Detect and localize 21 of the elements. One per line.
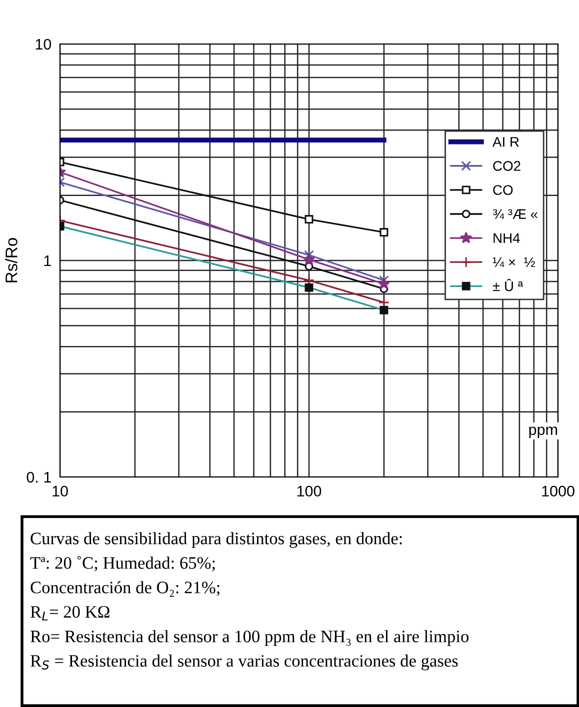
text: Tª: 20 ˚C; Humedad: 65%; (30, 556, 215, 572)
y-tick-label: 0. 1 (26, 472, 51, 483)
legend-label: CO (493, 185, 513, 195)
x-tick-label: 10 (52, 486, 68, 497)
y-tick-label: 1 (44, 256, 51, 266)
y-tick-label: 10 (36, 38, 52, 50)
x-tick-label: 1000 (542, 486, 574, 497)
text: Ro= Resistencia del sensor a 100 ppm de NH₃ en el aire limpio (30, 630, 469, 646)
text: R$_{S}$ = Resistencia del sensor a varias concentraciones de gases (30, 654, 458, 670)
text: Concentración de O₂: 21%; (30, 581, 220, 597)
legend-label: ¼ × ½ (492, 257, 535, 268)
legend-label: NH4 (494, 233, 520, 243)
legend-label: ¾ ³Æ « (492, 209, 538, 220)
legend-label: ± Û ª (492, 278, 524, 292)
text: Curvas de sensibilidad para distintos gases, en donde: (30, 532, 402, 548)
x-tick-label: 100 (297, 486, 322, 497)
text: R$_{L}$= 20 KΩ (30, 606, 110, 620)
legend-label: AI R (492, 137, 519, 147)
y-axis-title: Rs/Ro (5, 238, 18, 282)
x-axis-title: ppm (529, 426, 557, 438)
legend-label: CO2 (493, 161, 520, 171)
